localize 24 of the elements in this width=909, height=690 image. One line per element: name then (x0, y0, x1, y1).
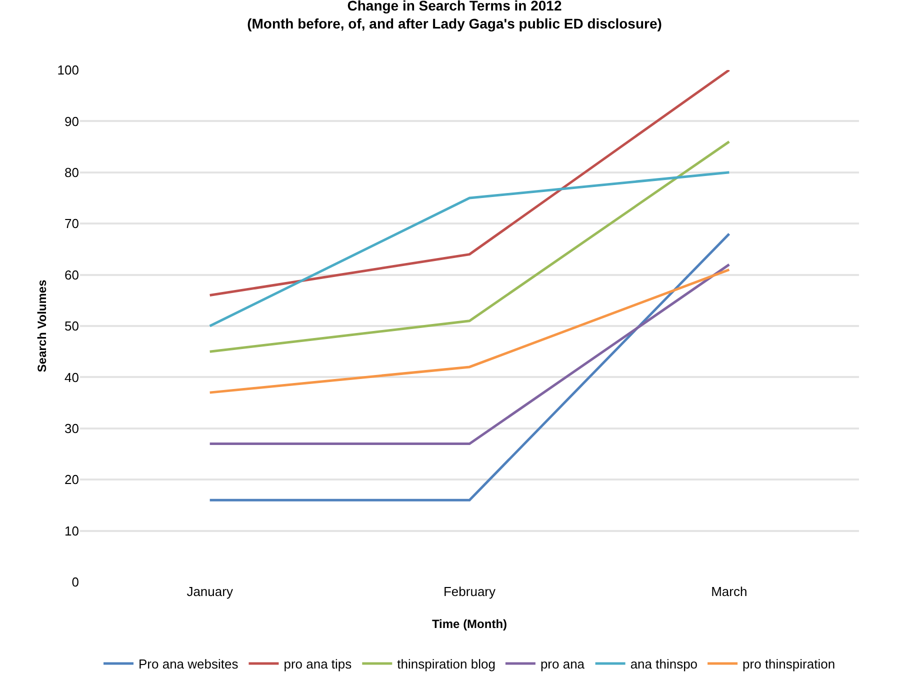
x-tick-label: March (711, 584, 748, 599)
chart-title: Change in Search Terms in 2012 (347, 0, 562, 14)
y-tick-label: 60 (64, 267, 79, 282)
y-tick-label: 50 (64, 318, 79, 334)
y-tick-label: 80 (64, 164, 79, 180)
legend-label: thinspiration blog (397, 656, 496, 672)
y-tick-label: 20 (64, 472, 79, 488)
y-tick-label: 30 (64, 420, 79, 436)
x-tick-label: January (186, 584, 234, 599)
x-axis-title: Time (Month) (432, 617, 508, 631)
y-tick-label: 70 (64, 216, 79, 232)
y-tick-label: 40 (64, 370, 79, 385)
legend-label: pro thinspiration (742, 656, 836, 672)
legend-label: Pro ana websites (138, 656, 239, 672)
y-tick-label: 100 (57, 62, 79, 78)
y-axis-title: Search Volumes (35, 279, 49, 372)
legend-label: pro ana (540, 656, 586, 672)
legend-label: pro ana tips (284, 656, 352, 672)
y-tick-label: 90 (64, 114, 79, 129)
y-tick-label: 10 (64, 523, 79, 538)
legend-label: ana thinspo (630, 656, 698, 672)
x-tick-label: February (443, 584, 496, 599)
chart-subtitle: (Month before, of, and after Lady Gaga's public ED disclosure) (247, 16, 662, 32)
y-tick-label: 0 (72, 574, 79, 590)
